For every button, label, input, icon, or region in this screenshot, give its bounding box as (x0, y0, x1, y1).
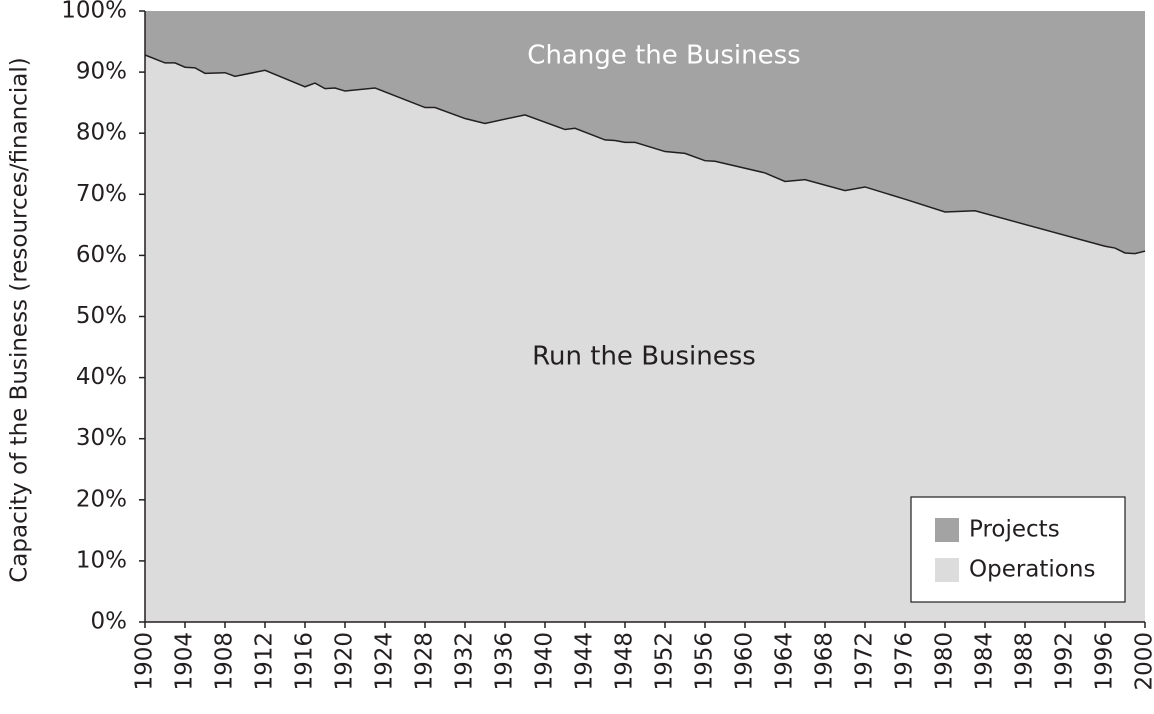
x-tick-label: 1972 (852, 632, 878, 691)
y-tick-label: 20% (76, 486, 127, 512)
x-tick-label: 1992 (1052, 632, 1078, 691)
x-tick-label: 1976 (892, 632, 918, 691)
x-tick-label: 1932 (452, 632, 478, 691)
x-tick-label: 1984 (972, 632, 998, 691)
annotation: Change the Business (527, 41, 800, 71)
x-tick-label: 1960 (732, 632, 758, 691)
x-tick-label: 1956 (692, 632, 718, 691)
y-tick-label: 30% (76, 425, 127, 451)
x-tick-label: 1936 (492, 632, 518, 691)
x-tick-label: 1988 (1012, 632, 1038, 691)
y-tick-label: 40% (76, 364, 127, 390)
x-tick-label: 1916 (292, 632, 318, 691)
x-tick-label: 1948 (612, 632, 638, 691)
x-tick-label: 1980 (932, 632, 958, 691)
x-tick-label: 1908 (212, 632, 238, 691)
x-tick-label: 1912 (252, 632, 278, 691)
y-tick-label: 100% (61, 0, 127, 24)
x-tick-label: 2000 (1132, 632, 1154, 691)
legend-label: Projects (969, 517, 1060, 543)
legend: Projects Operations (910, 496, 1126, 603)
y-tick-label: 0% (91, 609, 128, 635)
area (145, 11, 1145, 254)
x-tick-label: 1928 (412, 632, 438, 691)
boundary-line (144, 54, 1146, 255)
legend-label: Operations (969, 557, 1095, 583)
legend-swatch (935, 518, 959, 542)
annotation: Run the Business (532, 342, 756, 372)
x-tick-label: 1904 (172, 632, 198, 691)
legend-swatch (935, 558, 959, 582)
x-tick-label: 1968 (812, 632, 838, 691)
x-tick-label: 1996 (1092, 632, 1118, 691)
y-tick-label: 90% (76, 59, 127, 85)
x-tick-label: 1952 (652, 632, 678, 691)
y-tick-label: 70% (76, 181, 127, 207)
legend-box (910, 496, 1126, 603)
y-tick-label: 50% (76, 303, 127, 329)
x-tick-label: 1944 (572, 632, 598, 691)
x-tick-label: 1964 (772, 632, 798, 691)
x-tick-label: 1924 (372, 632, 398, 691)
x-tick-label: 1920 (332, 632, 358, 691)
y-tick-label: 10% (76, 547, 127, 573)
y-axis-label: Capacity of the Business (resources/fina… (7, 57, 33, 583)
x-tick-label: 1940 (532, 632, 558, 691)
x-tick-label: 1900 (132, 632, 158, 691)
y-tick-label: 80% (76, 120, 127, 146)
y-tick-label: 60% (76, 242, 127, 268)
